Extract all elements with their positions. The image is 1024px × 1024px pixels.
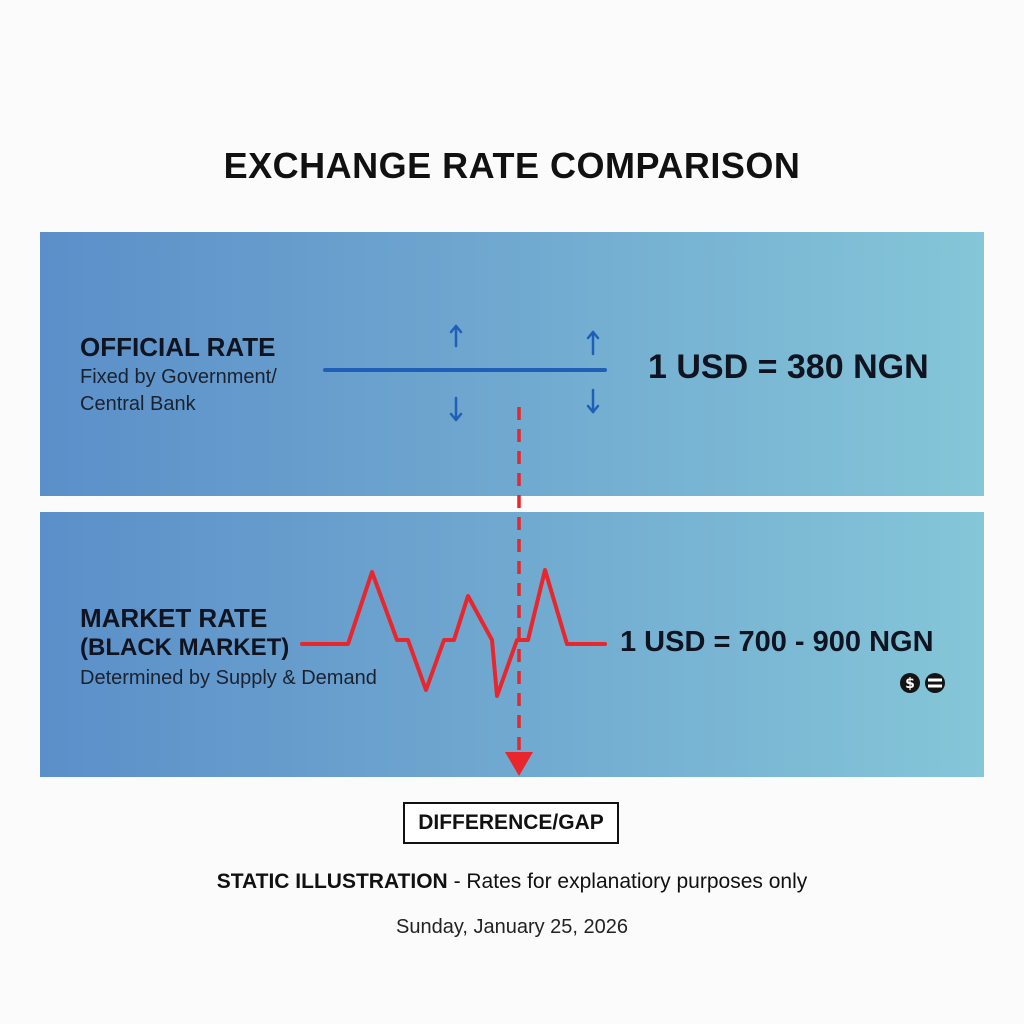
equals-icon bbox=[925, 673, 945, 693]
market-rate-sublabel: (BLACK MARKET) bbox=[80, 634, 290, 661]
disclaimer: STATIC ILLUSTRATION - Rates for explanat… bbox=[0, 870, 1024, 894]
market-rate-label: MARKET RATE bbox=[80, 603, 268, 633]
official-rate-description-line1: Fixed by Government/ bbox=[80, 366, 277, 388]
svg-text:$: $ bbox=[905, 676, 915, 692]
official-rate-label: OFFICIAL RATE bbox=[80, 332, 276, 362]
market-rate-description: Determined by Supply & Demand bbox=[80, 667, 377, 689]
date-label: Sunday, January 25, 2026 bbox=[395, 916, 629, 938]
official-rate-description-line2: Central Bank bbox=[80, 393, 196, 415]
page-title: EXCHANGE RATE COMPARISON bbox=[223, 145, 801, 186]
difference-gap-label: DIFFERENCE/GAP bbox=[403, 802, 619, 844]
dollar-coin-icon: $ bbox=[900, 673, 920, 693]
disclaimer-rest: - Rates for explanatiory purposes only bbox=[447, 870, 808, 893]
official-rate-panel bbox=[40, 232, 984, 496]
market-rate-value: 1 USD = 700 - 900 NGN bbox=[620, 626, 934, 658]
official-rate-value: 1 USD = 380 NGN bbox=[648, 348, 929, 386]
currency-icons: $ bbox=[900, 673, 945, 693]
disclaimer-strong: STATIC ILLUSTRATION bbox=[216, 870, 448, 893]
